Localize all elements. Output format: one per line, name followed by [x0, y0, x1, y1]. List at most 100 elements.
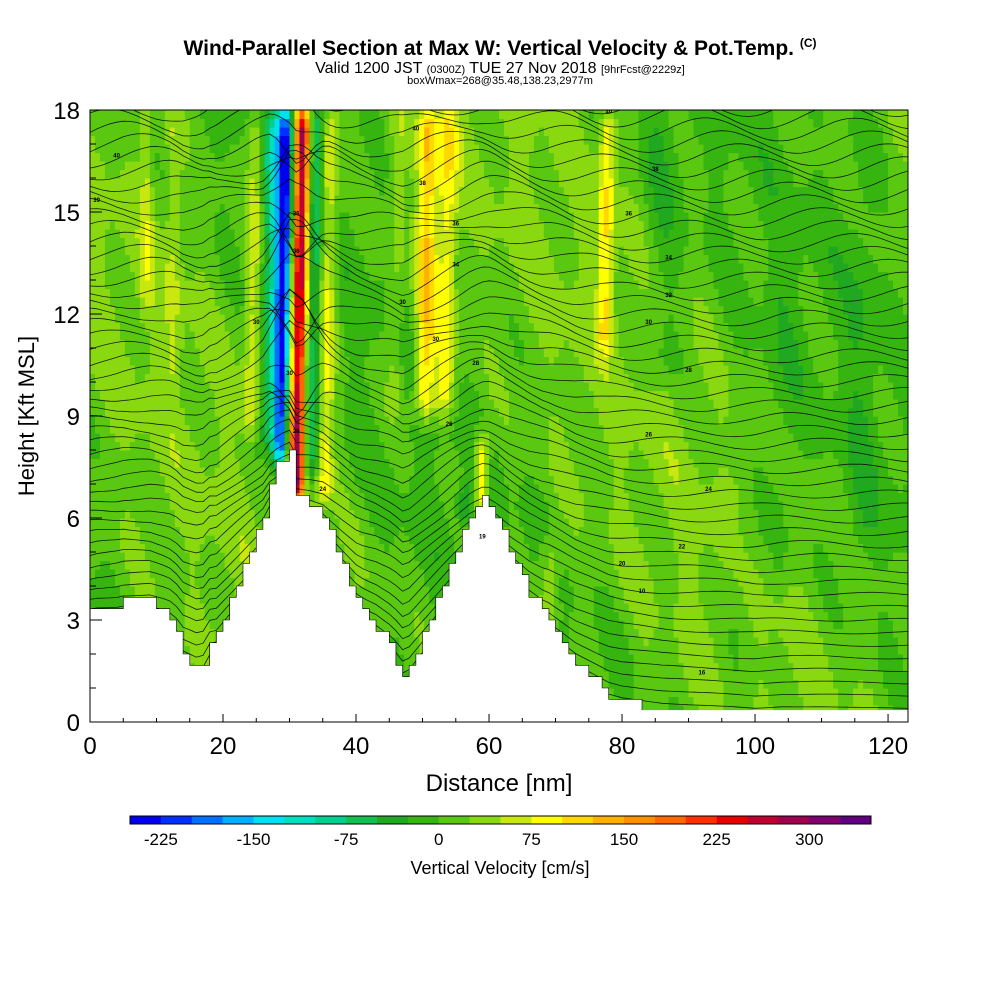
velocity-cell — [404, 348, 410, 358]
velocity-cell — [384, 271, 390, 281]
velocity-cell — [304, 288, 311, 298]
velocity-cell — [204, 348, 211, 358]
velocity-cell — [149, 161, 156, 171]
velocity-cell — [359, 152, 365, 162]
velocity-cell — [214, 229, 221, 239]
velocity-cell — [149, 331, 156, 341]
velocity-cell — [389, 288, 395, 298]
velocity-cell — [259, 212, 266, 222]
velocity-cell — [139, 169, 146, 179]
velocity-cell — [309, 501, 316, 511]
velocity-cell — [94, 501, 101, 511]
velocity-cell — [259, 271, 266, 281]
velocity-cell — [164, 169, 171, 179]
velocity-cell — [324, 135, 331, 145]
velocity-cell — [314, 212, 321, 222]
velocity-cell — [279, 314, 286, 324]
velocity-cell — [119, 441, 126, 451]
velocity-cell — [279, 246, 286, 256]
velocity-cell — [344, 390, 350, 400]
velocity-cell — [90, 203, 96, 213]
velocity-cell — [174, 195, 181, 205]
velocity-cell — [149, 152, 156, 162]
velocity-cell — [409, 118, 415, 128]
velocity-cell — [229, 271, 236, 281]
velocity-cell — [139, 348, 146, 358]
velocity-cell — [394, 526, 400, 536]
velocity-cell — [374, 458, 380, 468]
velocity-cell — [99, 365, 106, 375]
velocity-cell — [149, 144, 156, 154]
velocity-cell — [144, 433, 151, 443]
velocity-cell — [124, 348, 131, 358]
velocity-cell — [119, 152, 126, 162]
velocity-cell — [309, 144, 316, 154]
velocity-cell — [214, 526, 221, 536]
velocity-cell — [334, 484, 340, 494]
velocity-cell — [409, 475, 415, 485]
velocity-cell — [224, 577, 231, 587]
velocity-cell — [189, 654, 196, 664]
velocity-cell — [90, 186, 96, 196]
velocity-cell — [344, 169, 350, 179]
velocity-cell — [204, 305, 211, 315]
velocity-cell — [294, 135, 301, 145]
velocity-cell — [429, 407, 435, 417]
velocity-cell — [324, 220, 331, 230]
velocity-cell — [169, 356, 176, 366]
velocity-cell — [169, 339, 176, 349]
velocity-cell — [114, 356, 121, 366]
velocity-cell — [184, 186, 191, 196]
velocity-cell — [194, 569, 201, 579]
velocity-cell — [179, 280, 186, 290]
velocity-cell — [374, 373, 380, 383]
velocity-cell — [424, 127, 430, 137]
velocity-cell — [159, 178, 166, 188]
velocity-cell — [149, 135, 156, 145]
velocity-cell — [419, 543, 425, 553]
velocity-cell — [214, 569, 221, 579]
velocity-cell — [309, 450, 316, 460]
velocity-cell — [324, 212, 331, 222]
velocity-cell — [424, 484, 430, 494]
velocity-cell — [209, 484, 216, 494]
velocity-cell — [189, 169, 196, 179]
velocity-cell — [339, 441, 345, 451]
velocity-cell — [409, 237, 415, 247]
velocity-cell — [379, 356, 385, 366]
velocity-cell — [399, 475, 405, 485]
velocity-cell — [394, 203, 400, 213]
velocity-cell — [294, 365, 301, 375]
velocity-cell — [379, 220, 385, 230]
velocity-cell — [424, 390, 430, 400]
velocity-cell — [269, 203, 276, 213]
velocity-cell — [104, 399, 111, 409]
velocity-cell — [194, 237, 201, 247]
velocity-cell — [294, 399, 301, 409]
velocity-cell — [409, 560, 415, 570]
velocity-cell — [124, 560, 131, 570]
velocity-cell — [104, 246, 111, 256]
velocity-cell — [234, 339, 241, 349]
velocity-cell — [269, 441, 276, 451]
velocity-cell — [259, 365, 266, 375]
velocity-cell — [204, 110, 211, 120]
velocity-cell — [244, 288, 251, 298]
velocity-cell — [149, 254, 156, 264]
velocity-cell — [204, 594, 211, 604]
velocity-cell — [389, 246, 395, 256]
velocity-cell — [99, 543, 106, 553]
velocity-cell — [424, 458, 430, 468]
velocity-cell — [149, 407, 156, 417]
velocity-cell — [314, 195, 321, 205]
velocity-cell — [144, 535, 151, 545]
velocity-cell — [369, 450, 375, 460]
velocity-cell — [249, 178, 256, 188]
velocity-cell — [359, 458, 365, 468]
velocity-cell — [94, 305, 101, 315]
velocity-cell — [249, 407, 256, 417]
velocity-cell — [214, 356, 221, 366]
velocity-cell — [264, 263, 271, 273]
velocity-cell — [129, 331, 136, 341]
velocity-cell — [264, 407, 271, 417]
